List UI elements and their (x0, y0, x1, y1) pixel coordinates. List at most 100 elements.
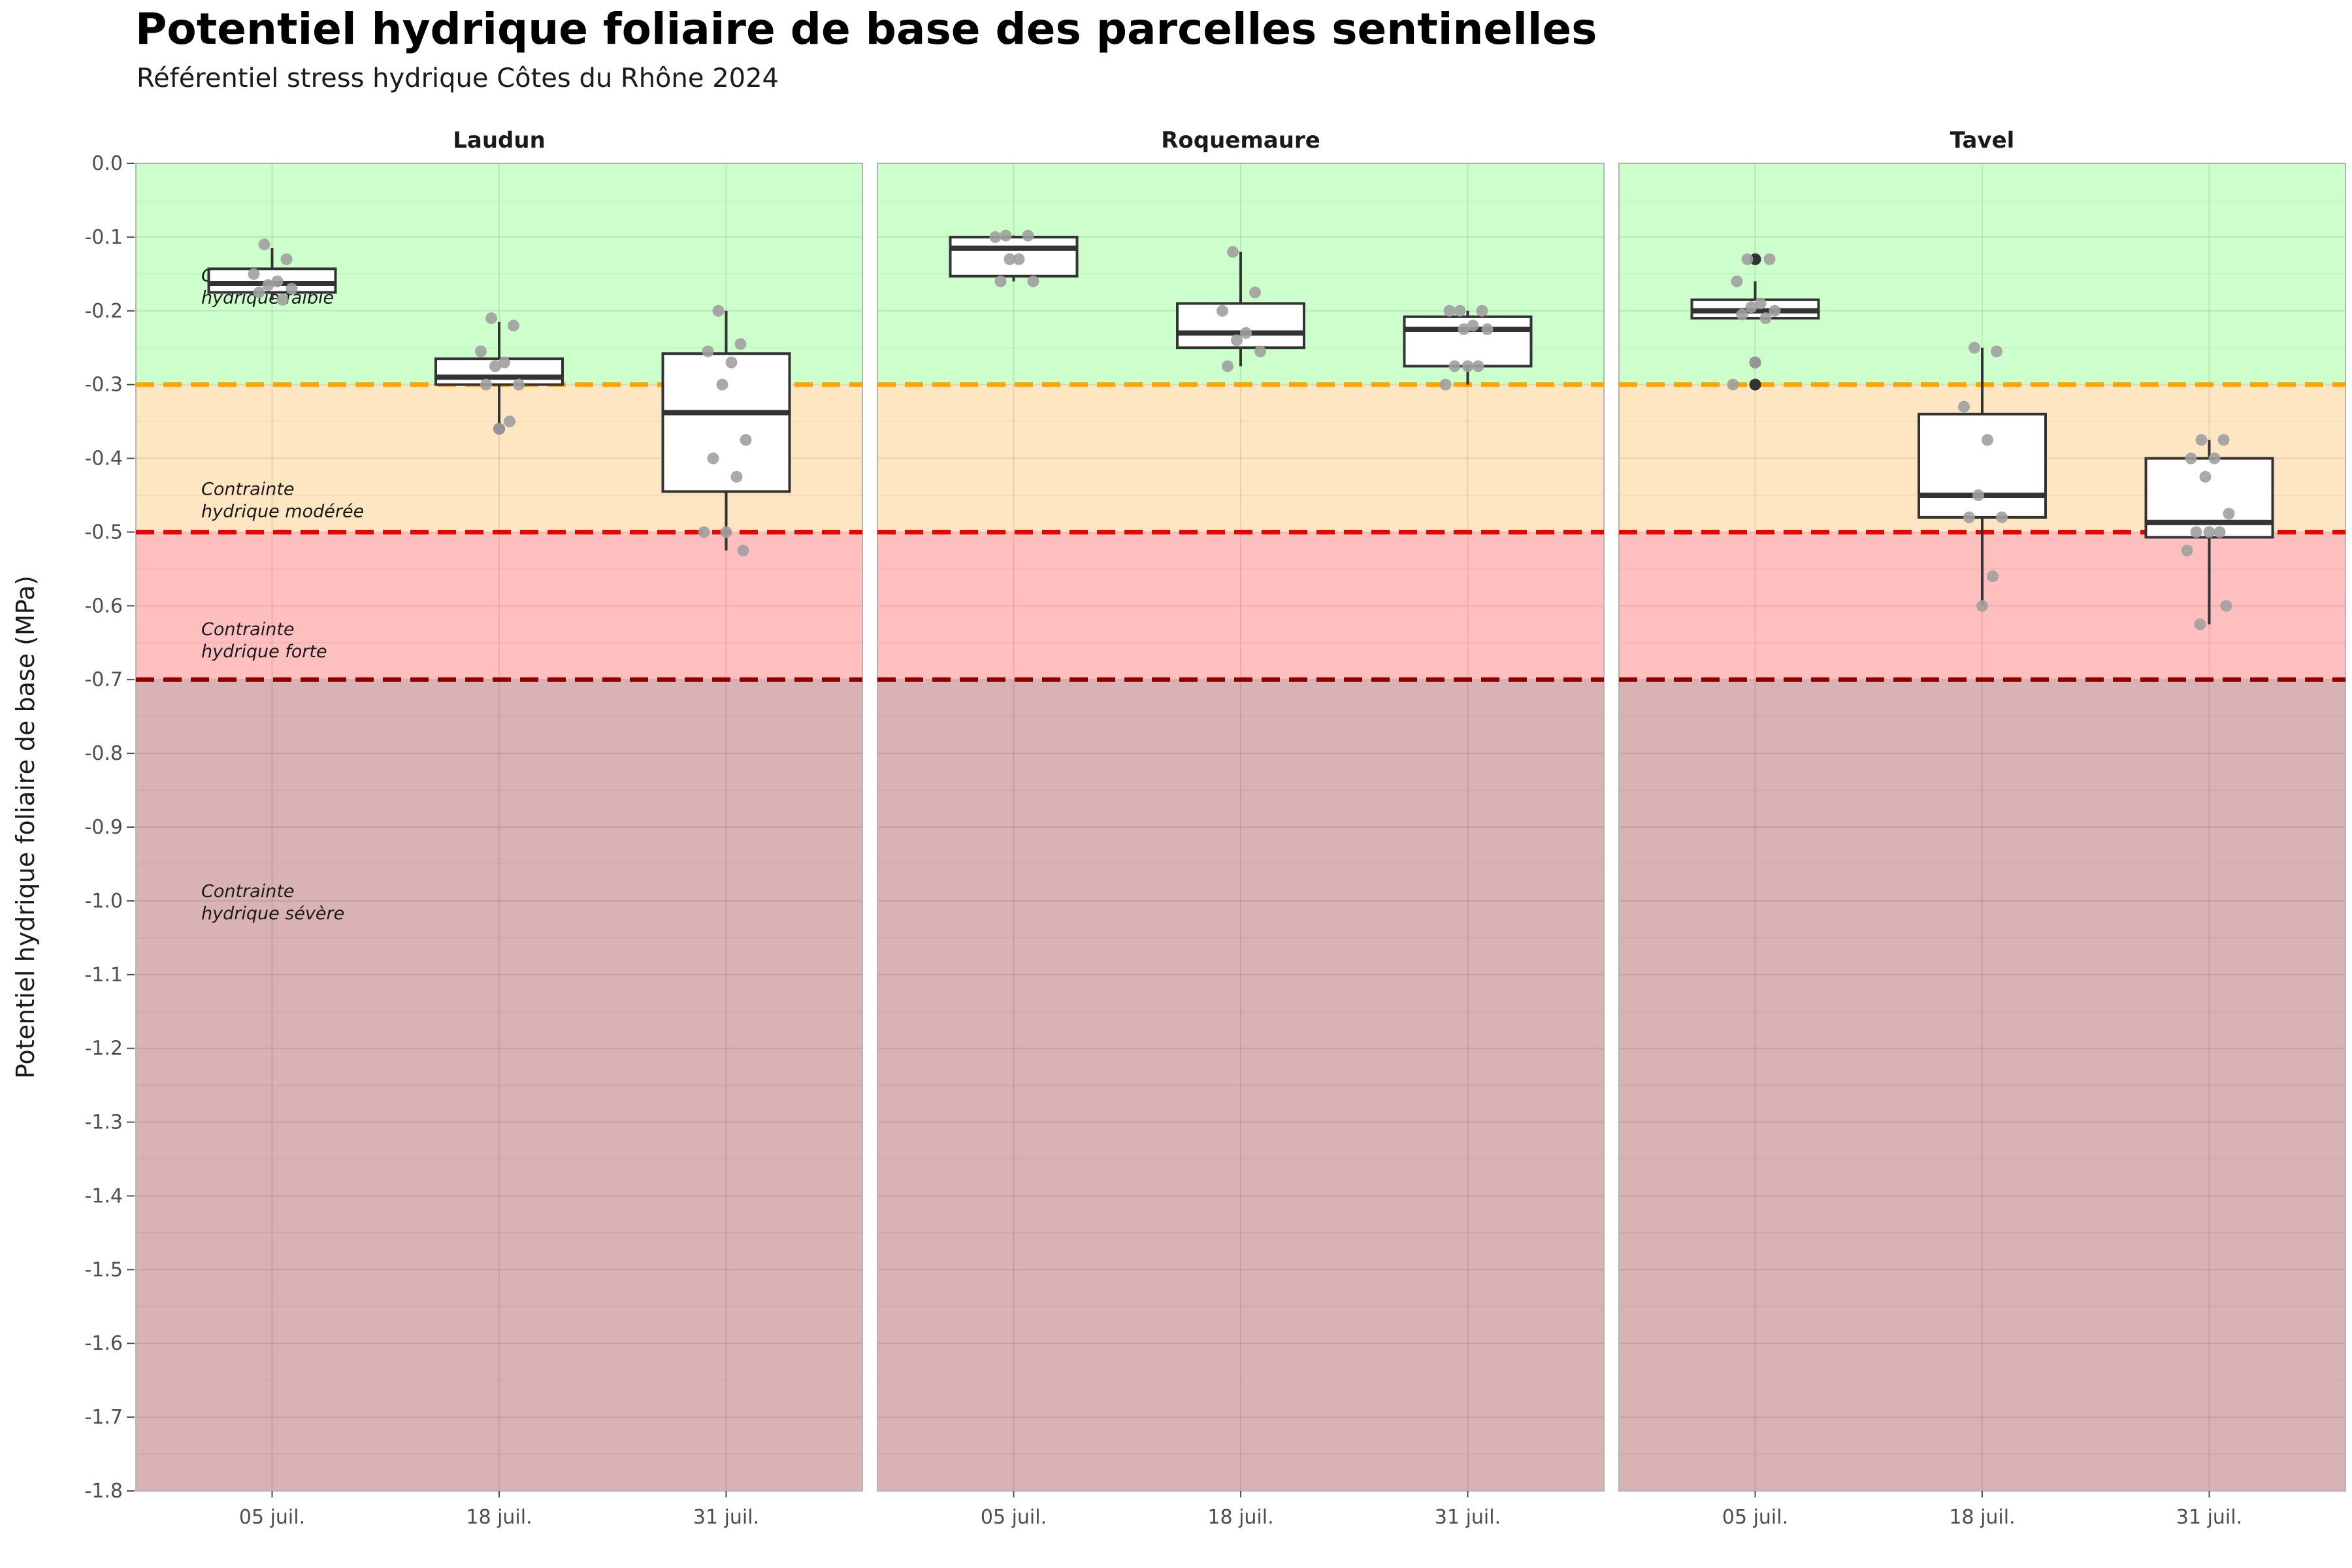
data-point (1963, 511, 1975, 523)
data-point (1982, 434, 1993, 446)
data-point (1443, 304, 1456, 317)
boxplot (207, 238, 337, 306)
data-point (1727, 378, 1739, 391)
data-point (508, 319, 519, 332)
data-point (1227, 246, 1239, 258)
data-point (485, 312, 497, 325)
data-point (258, 238, 270, 251)
data-point (2220, 600, 2232, 612)
data-point (2194, 618, 2206, 630)
zone-band (136, 532, 862, 680)
data-point (1231, 334, 1243, 346)
data-point (1222, 360, 1233, 372)
boxplot (1403, 304, 1533, 391)
data-point (1736, 308, 1748, 321)
data-point (707, 452, 719, 465)
box-outlier (1749, 378, 1761, 391)
y-tick-label: -1.6 (84, 1332, 123, 1355)
data-point (712, 304, 725, 317)
y-tick-label: -0.5 (84, 521, 123, 544)
data-point (1254, 345, 1266, 357)
x-tick-label: 05 juil. (981, 1506, 1047, 1529)
data-point (276, 293, 289, 306)
data-point (1027, 275, 1039, 287)
data-point (1439, 378, 1452, 391)
data-point (1481, 323, 1494, 335)
box-iqr (661, 352, 791, 493)
data-point (2195, 434, 2208, 446)
chart-title: Potentiel hydrique foliaire de base des … (135, 4, 1597, 54)
y-tick-label: -1.8 (84, 1480, 123, 1503)
boxplot (1176, 246, 1305, 372)
x-tick-label: 31 juil. (693, 1506, 759, 1529)
data-point (286, 282, 298, 295)
data-point (493, 423, 505, 435)
data-point (1462, 360, 1474, 372)
data-point (989, 231, 1002, 243)
data-point (1991, 345, 2002, 357)
data-point (1749, 356, 1761, 368)
zone-label: hydrique sévère (201, 904, 344, 924)
data-point (720, 526, 732, 538)
boxplot (661, 304, 791, 557)
data-point (1972, 489, 1984, 501)
x-tick-label: 18 juil. (1949, 1506, 2015, 1529)
y-tick-label: -1.7 (84, 1406, 123, 1429)
boxplot (434, 312, 564, 435)
data-point (994, 275, 1007, 287)
data-point (702, 345, 714, 357)
y-tick-label: -1.3 (84, 1111, 123, 1134)
facet-panel-laudun: Laudun 05 juil. 18 juil. 31 juil. Contrainte… (135, 127, 863, 1529)
data-point (1240, 327, 1252, 339)
zone-label: hydrique modérée (201, 502, 364, 522)
data-point (498, 356, 510, 368)
data-point (1448, 360, 1461, 372)
box-iqr (2144, 457, 2274, 539)
boxplot (2144, 434, 2274, 630)
data-point (734, 338, 747, 350)
data-point (480, 378, 492, 391)
y-tick-label: -0.2 (84, 300, 123, 323)
data-point (740, 434, 752, 446)
data-point (1958, 400, 1970, 413)
y-tick-label: -0.4 (84, 448, 123, 470)
data-point (1249, 286, 1261, 299)
zone-label: Contrainte (201, 480, 295, 500)
data-point (2190, 526, 2202, 538)
data-point (475, 345, 487, 357)
data-point (698, 526, 710, 538)
y-tick-label: -0.8 (84, 742, 123, 765)
zone-band (877, 532, 1604, 680)
y-tick-label: -0.1 (84, 226, 123, 249)
zone-band (877, 384, 1604, 532)
x-tick-label: 18 juil. (466, 1506, 532, 1529)
zone-band (136, 679, 862, 1491)
data-point (1987, 570, 1999, 583)
y-tick-label: -0.7 (84, 668, 123, 691)
data-point (2223, 508, 2235, 520)
facet-strip-label: Roquemaure (1161, 127, 1320, 154)
data-point (1467, 319, 1479, 332)
y-tick-label: -0.3 (84, 374, 123, 397)
x-tick-label: 05 juil. (239, 1506, 305, 1529)
zone-band (1619, 163, 2345, 385)
x-tick-label: 31 juil. (2176, 1506, 2242, 1529)
data-point (2203, 526, 2215, 538)
boxplot (949, 229, 1079, 287)
data-point (489, 360, 501, 372)
x-tick-label: 18 juil. (1207, 1506, 1273, 1529)
data-point (1458, 323, 1470, 335)
data-point (280, 253, 293, 265)
data-point (1976, 600, 1988, 612)
data-point (513, 378, 525, 391)
data-point (1769, 304, 1781, 317)
zone-label: Contrainte (201, 619, 295, 640)
facet-panel-roquemaure: Roquemaure 05 juil. 18 juil. 31 juil. (877, 127, 1605, 1529)
y-axis-title: Potentiel hydrique foliaire de base (MPa… (11, 576, 40, 1079)
data-point (1217, 304, 1228, 317)
y-tick-label: -0.9 (84, 816, 123, 839)
data-point (725, 356, 738, 368)
data-point (271, 275, 284, 287)
data-point (2213, 526, 2226, 538)
data-point (1745, 301, 1757, 314)
